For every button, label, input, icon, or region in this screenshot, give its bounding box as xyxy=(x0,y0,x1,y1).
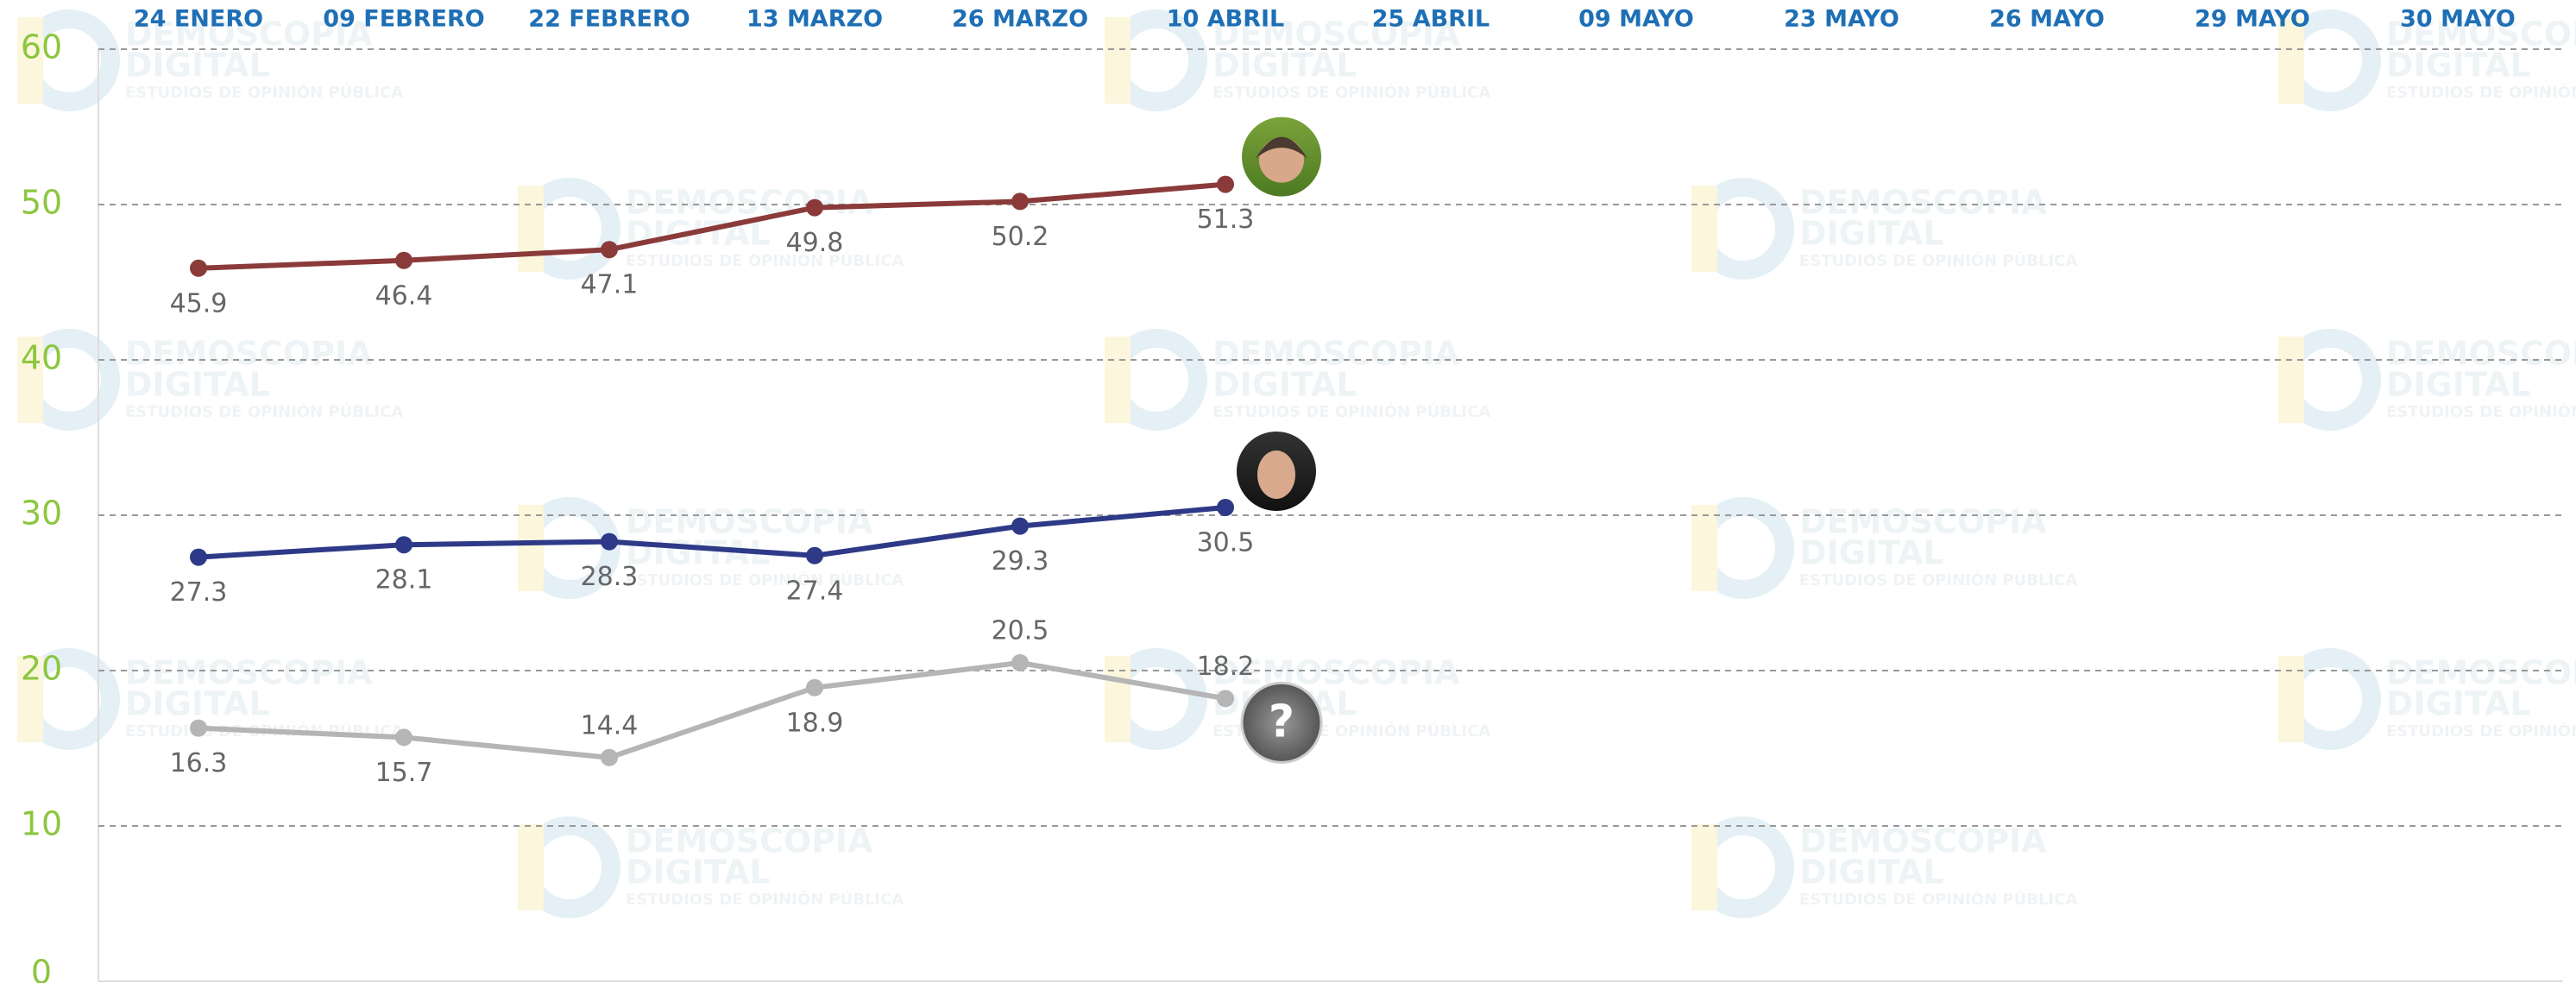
watermark-text: DIGITAL xyxy=(2386,685,2531,723)
watermark-text: ESTUDIOS DE OPINIÓN PÚBLICA xyxy=(1799,570,2077,589)
watermark-logo xyxy=(1105,17,1131,104)
data-label: 47.1 xyxy=(581,270,639,300)
avatar-face xyxy=(1257,451,1295,499)
x-tick-label: 09 MAYO xyxy=(1578,6,1694,33)
x-tick-label: 29 MAYO xyxy=(2195,6,2310,33)
watermark-text: ESTUDIOS DE OPINIÓN PÚBLICA xyxy=(2386,402,2576,421)
watermark-logo xyxy=(1105,337,1131,423)
data-label: 18.2 xyxy=(1197,652,1255,682)
x-tick-label: 09 FEBRERO xyxy=(323,6,484,33)
x-tick-label: 26 MARZO xyxy=(952,6,1088,33)
data-label: 27.4 xyxy=(786,576,844,606)
data-label: 16.3 xyxy=(170,748,228,778)
watermark-text: DIGITAL xyxy=(1799,854,1944,892)
watermark-text: DIGITAL xyxy=(1212,47,1357,85)
x-tick-label: 25 ABRIL xyxy=(1372,6,1490,33)
watermark-text: ESTUDIOS DE OPINIÓN PÚBLICA xyxy=(2386,721,2576,740)
data-label: 29.3 xyxy=(992,546,1049,577)
data-label: 28.3 xyxy=(581,562,639,592)
data-label: 15.7 xyxy=(375,758,433,788)
watermark-text: ESTUDIOS DE OPINIÓN PÚBLICA xyxy=(626,890,904,909)
watermark-text: DIGITAL xyxy=(2386,366,2531,404)
watermark-text: ESTUDIOS DE OPINIÓN PÚBLICA xyxy=(125,83,403,102)
watermark-text: DIGITAL xyxy=(1799,534,1944,572)
x-tick-label: 24 ENERO xyxy=(134,6,263,33)
data-point xyxy=(806,547,823,564)
watermark-logo xyxy=(2278,656,2304,742)
watermark-text: ESTUDIOS DE OPINIÓN PÚBLICA xyxy=(1799,251,2077,270)
watermark-text: DIGITAL xyxy=(626,854,771,892)
watermark-text: ESTUDIOS DE OPINIÓN PÚBLICA xyxy=(626,570,904,589)
data-point xyxy=(1217,690,1234,707)
data-label: 30.5 xyxy=(1197,528,1255,558)
data-point xyxy=(395,728,413,746)
watermark-logo xyxy=(1691,824,1717,911)
watermark-text: DIGITAL xyxy=(2386,47,2531,85)
y-tick-label: 20 xyxy=(21,650,62,688)
x-tick-label: 30 MAYO xyxy=(2400,6,2516,33)
data-label: 51.3 xyxy=(1197,205,1255,235)
data-label: 50.2 xyxy=(992,222,1049,252)
watermark-text: ESTUDIOS DE OPINIÓN PÚBLICA xyxy=(1212,402,1490,421)
data-point xyxy=(1217,176,1234,193)
watermark-text: ESTUDIOS DE OPINIÓN PÚBLICA xyxy=(125,402,403,421)
data-point xyxy=(190,260,207,277)
watermark-logo xyxy=(518,824,544,911)
watermark-logo xyxy=(518,505,544,591)
watermark-text: ESTUDIOS DE OPINIÓN PÚBLICA xyxy=(2386,83,2576,102)
chart: DEMOSCOPIADIGITALESTUDIOS DE OPINIÓN PÚB… xyxy=(0,0,2576,983)
y-tick-label: 30 xyxy=(21,495,62,532)
watermark-logo xyxy=(2278,337,2304,423)
data-point xyxy=(601,749,618,766)
data-label: 49.8 xyxy=(786,228,844,258)
watermark-text: DIGITAL xyxy=(125,47,270,85)
data-point xyxy=(601,533,618,551)
data-label: 27.3 xyxy=(170,577,228,608)
x-tick-label: 10 ABRIL xyxy=(1167,6,1285,33)
watermark-text: DIGITAL xyxy=(125,685,270,723)
watermark-logo xyxy=(1691,186,1717,272)
data-point xyxy=(395,252,413,269)
y-tick-label: 40 xyxy=(21,339,62,377)
data-point xyxy=(1011,518,1029,535)
y-tick-label: 0 xyxy=(31,954,52,983)
watermark-logo xyxy=(518,186,544,272)
watermark-text: DIGITAL xyxy=(125,366,270,404)
watermark-text: DIGITAL xyxy=(1799,215,1944,253)
data-label: 14.4 xyxy=(581,710,639,740)
y-tick-label: 50 xyxy=(21,184,62,222)
data-point xyxy=(1217,499,1234,516)
data-point xyxy=(395,536,413,553)
data-label: 46.4 xyxy=(375,280,433,311)
unknown-mark: ? xyxy=(1269,696,1294,747)
watermark-text: ESTUDIOS DE OPINIÓN PÚBLICA xyxy=(1799,890,2077,909)
y-tick-label: 10 xyxy=(21,805,62,843)
x-tick-label: 22 FEBRERO xyxy=(528,6,690,33)
data-label: 18.9 xyxy=(786,708,844,738)
watermark-logo xyxy=(1105,656,1131,742)
x-tick-label: 26 MAYO xyxy=(1989,6,2105,33)
y-tick-label: 60 xyxy=(21,28,62,66)
data-label: 28.1 xyxy=(375,565,433,595)
x-tick-label: 13 MARZO xyxy=(746,6,883,33)
data-point xyxy=(1011,192,1029,210)
x-tick-label: 23 MAYO xyxy=(1784,6,1899,33)
data-point xyxy=(190,549,207,566)
data-point xyxy=(601,241,618,258)
data-label: 45.9 xyxy=(170,288,228,318)
data-point xyxy=(806,679,823,696)
data-point xyxy=(806,199,823,217)
data-point xyxy=(190,720,207,737)
data-point xyxy=(1011,654,1029,671)
data-label: 20.5 xyxy=(992,616,1049,646)
watermark-text: ESTUDIOS DE OPINIÓN PÚBLICA xyxy=(626,251,904,270)
watermark-logo xyxy=(1691,505,1717,591)
watermark-text: DIGITAL xyxy=(1212,366,1357,404)
watermark-text: ESTUDIOS DE OPINIÓN PÚBLICA xyxy=(1212,83,1490,102)
